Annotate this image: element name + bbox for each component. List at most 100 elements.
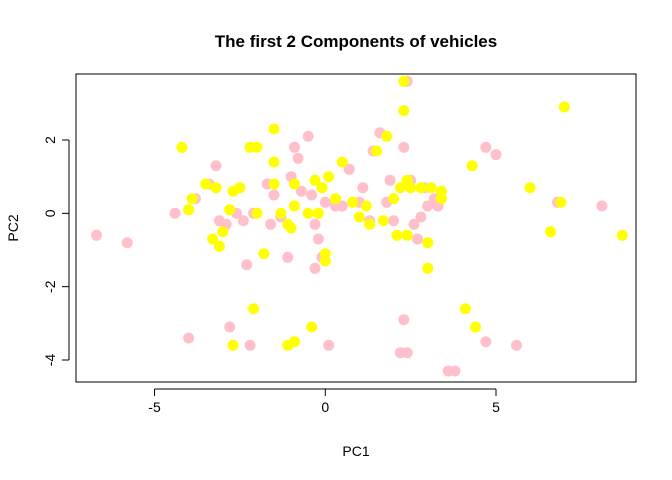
data-point-pink-2 [169, 207, 181, 219]
data-point-pink-60 [480, 141, 492, 153]
data-point-pink-46 [398, 314, 410, 326]
data-point-yellow-1 [186, 193, 198, 205]
data-point-pink-13 [241, 259, 253, 271]
y-axis: -4 -2 0 2 [42, 136, 70, 367]
data-point-yellow-19 [268, 178, 280, 190]
data-point-yellow-24 [289, 200, 300, 212]
data-point-yellow-13 [248, 303, 260, 315]
x-tick-label: 0 [321, 399, 329, 415]
data-point-pink-22 [289, 141, 300, 153]
data-point-pink-29 [309, 262, 321, 274]
data-point-pink-43 [388, 215, 400, 227]
data-point-yellow-46 [394, 182, 406, 194]
data-point-pink-18 [268, 189, 280, 201]
data-point-pink-52 [412, 233, 423, 245]
data-point-yellow-30 [312, 207, 324, 219]
data-point-yellow-47 [398, 105, 410, 117]
data-point-pink-28 [312, 233, 324, 245]
data-point-yellow-17 [268, 123, 280, 135]
data-point-pink-32 [323, 339, 335, 351]
data-point-pink-62 [490, 149, 502, 161]
data-point-yellow-60 [470, 321, 481, 333]
data-point-pink-12 [237, 215, 249, 227]
data-point-yellow-40 [364, 218, 376, 230]
data-point-yellow-11 [234, 182, 246, 194]
data-point-yellow-2 [183, 204, 195, 216]
data-point-yellow-0 [176, 141, 188, 153]
x-tick-label: 5 [492, 399, 500, 415]
data-point-yellow-18 [268, 156, 280, 168]
data-point-pink-42 [384, 174, 396, 186]
data-point-pink-27 [309, 218, 321, 230]
data-point-pink-35 [343, 163, 355, 175]
data-point-yellow-41 [371, 145, 382, 157]
data-point-pink-65 [596, 200, 608, 212]
data-point-pink-63 [511, 339, 522, 351]
data-point-pink-59 [449, 365, 461, 377]
data-point-yellow-42 [377, 215, 389, 227]
y-tick-label: -4 [42, 354, 58, 367]
data-point-pink-53 [415, 211, 427, 223]
data-point-yellow-33 [319, 255, 331, 267]
data-point-pink-51 [408, 218, 420, 230]
data-point-pink-55 [422, 200, 434, 212]
data-point-yellow-10 [227, 339, 239, 351]
data-point-pink-14 [244, 339, 256, 351]
x-axis-label: PC1 [342, 443, 369, 459]
data-point-yellow-62 [545, 226, 557, 238]
data-point-pink-24 [295, 185, 307, 197]
data-point-yellow-3 [200, 178, 212, 190]
y-tick-label: 2 [42, 136, 58, 144]
data-point-pink-34 [336, 200, 348, 212]
data-point-yellow-52 [415, 182, 427, 194]
data-point-yellow-25 [289, 178, 300, 190]
data-point-pink-48 [401, 347, 413, 359]
y-tick-label: 0 [42, 209, 58, 217]
data-point-yellow-6 [213, 240, 225, 252]
data-point-yellow-36 [336, 156, 348, 168]
data-point-pink-17 [265, 218, 277, 230]
data-point-yellow-5 [210, 182, 222, 194]
data-point-yellow-38 [353, 211, 365, 223]
data-point-yellow-4 [207, 233, 219, 245]
data-point-pink-1 [121, 237, 133, 249]
data-point-pink-5 [183, 332, 195, 344]
data-point-yellow-23 [285, 222, 297, 234]
data-point-yellow-65 [616, 229, 628, 241]
data-point-pink-47 [398, 141, 410, 153]
data-point-yellow-44 [388, 193, 400, 205]
data-point-pink-25 [302, 130, 314, 142]
data-point-yellow-16 [258, 248, 270, 260]
data-point-pink-23 [292, 152, 304, 164]
data-point-yellow-31 [316, 182, 328, 194]
data-point-yellow-15 [251, 207, 263, 219]
data-point-yellow-53 [422, 262, 434, 274]
data-point-yellow-63 [555, 196, 567, 208]
data-point-yellow-37 [347, 196, 359, 208]
data-point-yellow-45 [391, 229, 403, 241]
data-point-yellow-7 [217, 226, 229, 238]
data-point-yellow-26 [289, 336, 300, 348]
plot-box [75, 73, 637, 383]
data-point-yellow-20 [275, 207, 287, 219]
y-tick-label: -2 [42, 280, 58, 293]
points-layer [91, 75, 628, 377]
data-point-pink-61 [480, 336, 492, 348]
data-point-yellow-35 [330, 193, 341, 205]
data-point-yellow-39 [360, 200, 372, 212]
data-point-yellow-14 [251, 141, 263, 153]
x-tick-label: -5 [148, 399, 161, 415]
data-point-pink-10 [224, 321, 236, 333]
data-point-yellow-57 [435, 193, 447, 205]
data-point-yellow-27 [302, 207, 314, 219]
x-axis: -5 0 5 [148, 388, 500, 415]
data-point-yellow-64 [558, 101, 570, 113]
data-point-yellow-28 [306, 321, 318, 333]
data-point-yellow-51 [405, 182, 417, 194]
data-point-pink-0 [91, 229, 102, 241]
data-point-pink-31 [319, 196, 331, 208]
data-point-yellow-34 [323, 171, 335, 183]
data-point-yellow-54 [422, 237, 434, 249]
